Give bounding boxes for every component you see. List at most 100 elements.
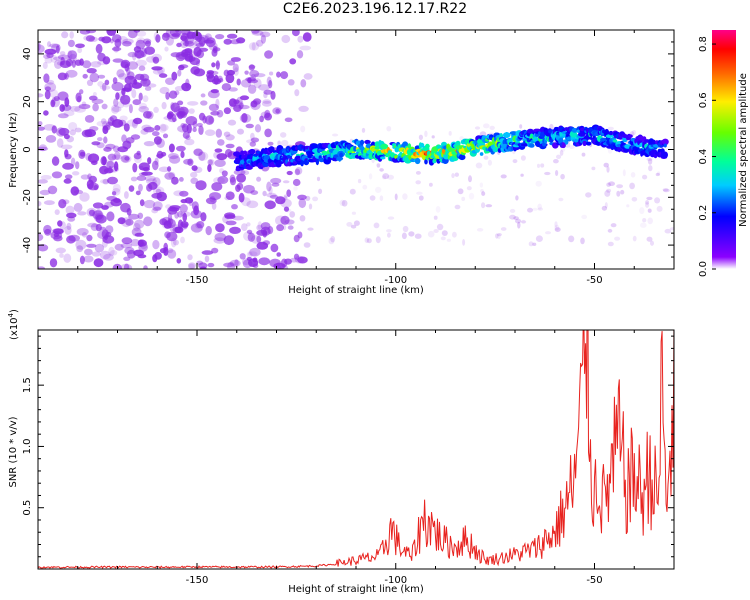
- noise-blob: [176, 145, 186, 152]
- noise-blob: [208, 159, 215, 166]
- noise-blob: [82, 232, 88, 238]
- noise-blob: [642, 218, 647, 223]
- noise-blob: [481, 202, 486, 209]
- noise-blob: [53, 228, 64, 235]
- noise-blob: [224, 196, 231, 201]
- noise-blob: [44, 48, 57, 55]
- noise-blob: [556, 154, 562, 159]
- noise-blob: [664, 228, 672, 234]
- noise-blob: [286, 170, 293, 176]
- noise-blob: [111, 191, 117, 196]
- noise-blob: [89, 95, 98, 101]
- noise-blob: [474, 126, 481, 130]
- noise-blob: [246, 251, 253, 259]
- noise-blob: [66, 222, 72, 230]
- noise-blob: [267, 141, 274, 146]
- noise-blob: [110, 198, 122, 207]
- noise-blob: [166, 231, 178, 242]
- noise-blob: [104, 79, 110, 86]
- noise-blob: [225, 73, 235, 84]
- noise-blob: [122, 40, 132, 47]
- noise-blob: [86, 179, 94, 190]
- noise-blob: [528, 241, 534, 247]
- noise-blob: [237, 128, 244, 135]
- noise-blob: [213, 237, 226, 244]
- noise-blob: [38, 44, 45, 54]
- noise-blob: [303, 73, 313, 80]
- noise-blob: [297, 194, 307, 200]
- noise-blob: [646, 196, 653, 201]
- noise-blob: [585, 192, 592, 198]
- noise-blob: [141, 171, 153, 176]
- noise-blob: [207, 164, 212, 173]
- noise-blob: [130, 134, 141, 140]
- noise-blob: [74, 127, 82, 133]
- noise-blob: [106, 211, 115, 222]
- noise-blob: [646, 157, 653, 161]
- noise-blob: [43, 110, 49, 116]
- colorbar-ticks: 0.0 0.2 0.4 0.6 0.8: [698, 36, 716, 277]
- noise-blob: [178, 64, 185, 71]
- ridge-cell: [608, 130, 614, 136]
- noise-blob: [143, 265, 148, 269]
- noise-blob: [289, 257, 299, 263]
- noise-blob: [55, 45, 60, 54]
- noise-blob: [99, 226, 106, 231]
- noise-blob: [148, 181, 158, 190]
- noise-blob: [236, 173, 247, 183]
- noise-blob: [527, 207, 533, 213]
- noise-blob: [247, 84, 257, 94]
- noise-blob: [225, 220, 237, 226]
- noise-blob: [215, 60, 220, 70]
- noise-blob: [639, 207, 645, 215]
- ridge-cell: [336, 156, 344, 161]
- noise-blob: [190, 171, 198, 178]
- noise-blob: [127, 30, 138, 39]
- noise-blob: [281, 34, 291, 44]
- noise-blob: [69, 31, 74, 39]
- noise-blob: [168, 153, 179, 160]
- noise-blob: [232, 63, 239, 73]
- noise-blob: [64, 225, 72, 235]
- noise-blob: [86, 243, 97, 248]
- noise-blob: [228, 87, 238, 92]
- noise-blob: [440, 236, 446, 241]
- noise-blob: [204, 115, 215, 125]
- noise-blob: [57, 54, 70, 60]
- noise-blob: [259, 31, 271, 38]
- noise-blob: [144, 86, 152, 91]
- noise-blob: [70, 186, 80, 196]
- noise-blob: [76, 228, 89, 236]
- noise-blob: [207, 262, 215, 268]
- noise-blob: [56, 138, 64, 148]
- noise-blob: [158, 166, 170, 173]
- noise-blob: [165, 92, 170, 100]
- noise-blob: [134, 155, 142, 164]
- noise-blob: [402, 193, 408, 200]
- ridge-cell: [455, 140, 461, 147]
- noise-blob: [249, 79, 258, 84]
- noise-blob: [239, 253, 246, 260]
- noise-blob: [234, 259, 239, 267]
- noise-blob: [433, 215, 438, 220]
- noise-blob: [170, 52, 181, 58]
- noise-blob: [276, 224, 284, 232]
- noise-blob: [179, 190, 189, 197]
- noise-blob: [130, 176, 138, 182]
- noise-blob: [214, 159, 226, 168]
- noise-blob: [99, 179, 110, 184]
- noise-blob: [364, 237, 369, 243]
- noise-blob: [38, 179, 48, 184]
- noise-blob: [184, 34, 195, 45]
- noise-blob: [62, 162, 74, 170]
- noise-blob: [133, 117, 143, 125]
- ridge-cell: [527, 128, 534, 134]
- noise-blob: [246, 200, 259, 209]
- noise-blob: [180, 35, 188, 41]
- noise-blob: [416, 191, 423, 195]
- noise-blob: [79, 192, 90, 202]
- noise-blob: [248, 42, 260, 51]
- noise-blob: [144, 40, 151, 47]
- noise-blob: [382, 175, 387, 180]
- noise-blob: [229, 259, 241, 267]
